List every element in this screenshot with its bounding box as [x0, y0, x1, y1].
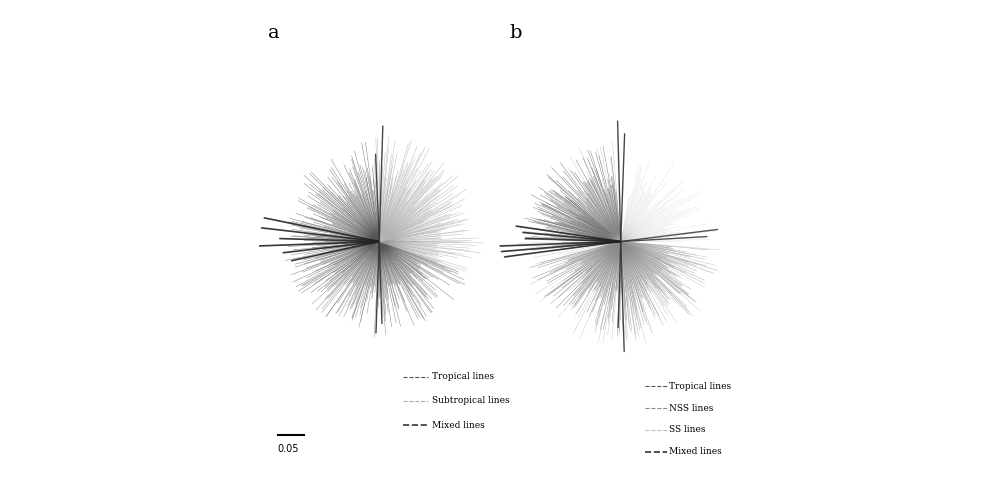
Text: Tropical lines: Tropical lines: [432, 372, 495, 381]
Text: Mixed lines: Mixed lines: [669, 447, 722, 456]
Text: Subtropical lines: Subtropical lines: [432, 397, 510, 405]
Text: 0.05: 0.05: [278, 444, 299, 455]
Text: a: a: [268, 24, 280, 42]
Text: Tropical lines: Tropical lines: [669, 382, 731, 391]
Text: b: b: [510, 24, 522, 42]
Text: SS lines: SS lines: [669, 426, 706, 434]
Text: NSS lines: NSS lines: [669, 404, 713, 412]
Text: Mixed lines: Mixed lines: [432, 421, 485, 429]
